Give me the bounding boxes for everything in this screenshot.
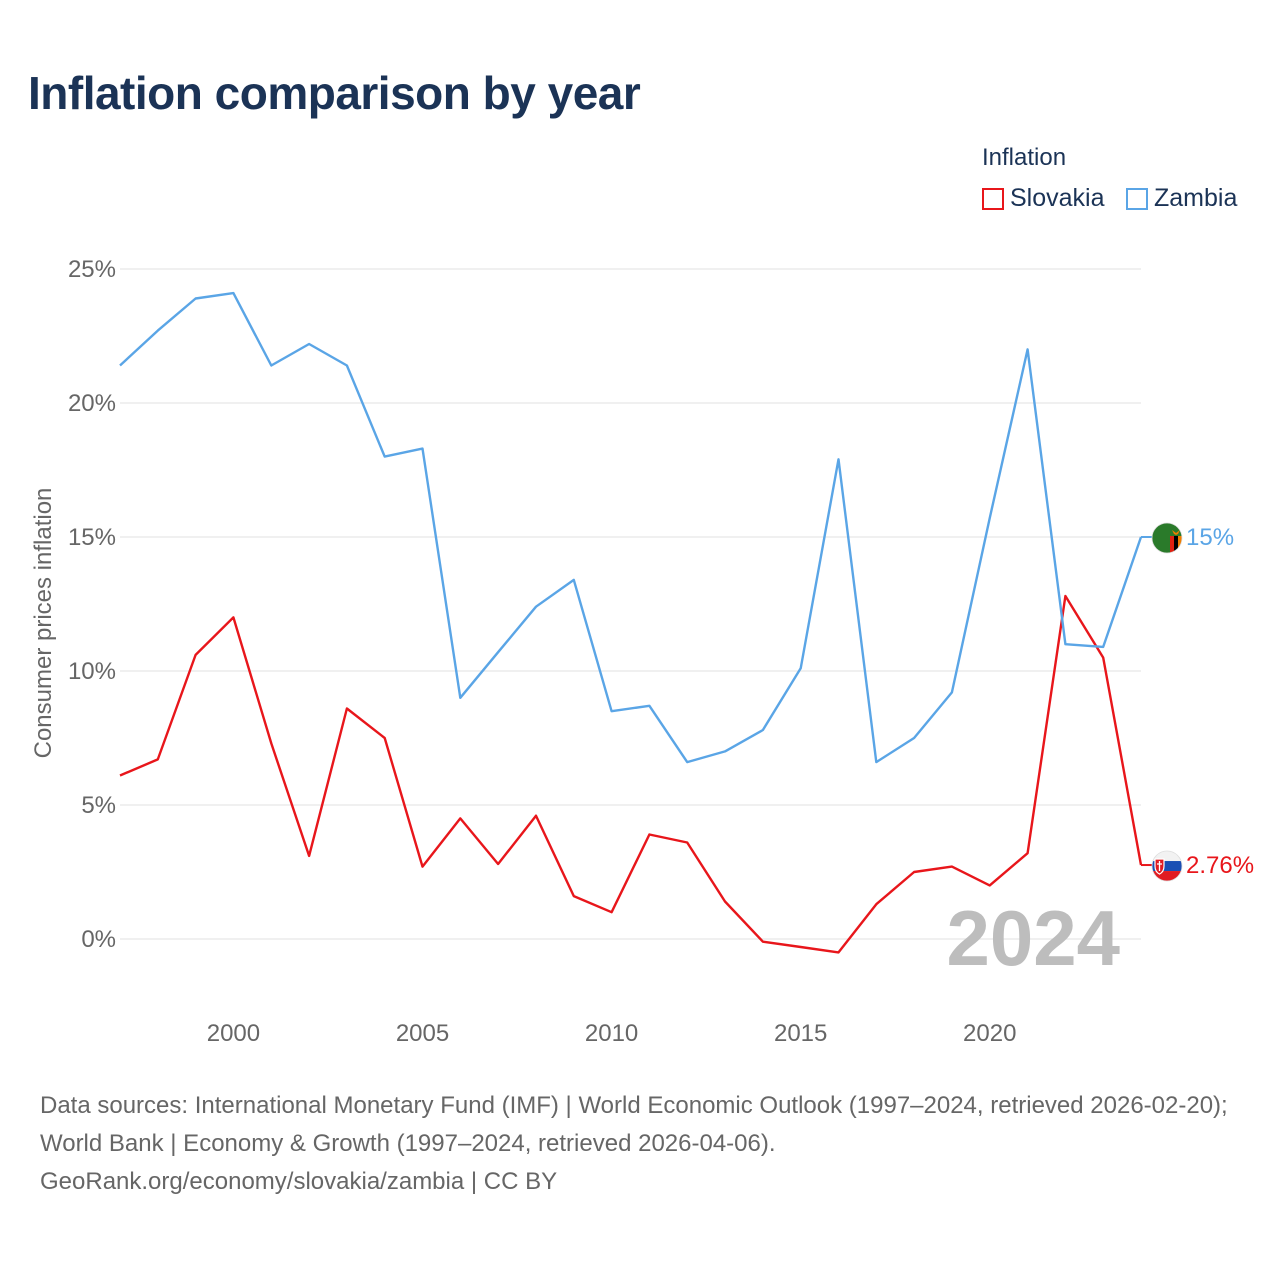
y-tick-label: 25% (68, 256, 116, 283)
chart-title: Inflation comparison by year (28, 67, 641, 119)
end-label-zambia: 15% (1186, 524, 1234, 551)
x-tick-label: 2005 (396, 1020, 449, 1047)
series-end-markers: 2.76% 15% (1141, 522, 1254, 882)
data-sources: Data sources: International Monetary Fun… (40, 1092, 1228, 1157)
x-tick-label: 2015 (774, 1020, 827, 1047)
series-line-zambia[interactable] (119, 291, 1143, 764)
year-watermark: 2024 (946, 894, 1120, 982)
credit-link[interactable]: GeoRank.org/economy/slovakia/zambia | CC… (40, 1168, 558, 1195)
line-chart: 0% 5% 10% 15% 20% 25% 2000 2005 2010 2015 2020 20… (30, 256, 1254, 1047)
end-label-slovakia: 2.76% (1186, 852, 1254, 879)
zambia-flag-icon (1152, 523, 1182, 553)
legend-item-zambia[interactable]: Zambia (1126, 184, 1237, 213)
y-tick-label: 5% (81, 792, 116, 819)
gridlines (120, 268, 1141, 940)
legend-label-zambia: Zambia (1154, 184, 1238, 212)
x-tick-label: 2020 (963, 1020, 1016, 1047)
x-tick-label: 2010 (585, 1020, 638, 1047)
x-tick-label: 2000 (207, 1020, 260, 1047)
flag-border (1151, 850, 1183, 882)
legend-label-slovakia: Slovakia (1010, 184, 1105, 212)
y-tick-label: 10% (68, 658, 116, 685)
y-axis-label: Consumer prices inflation (30, 488, 57, 759)
legend-item-slovakia[interactable]: Slovakia (982, 184, 1105, 213)
flag-border (1151, 522, 1183, 554)
y-tick-label: 15% (68, 524, 116, 551)
slovakia-flag-icon (1152, 851, 1182, 882)
y-tick-labels: 0% 5% 10% 15% 20% 25% (68, 256, 116, 953)
x-tick-labels: 2000 2005 2010 2015 2020 (207, 1020, 1017, 1047)
y-tick-label: 20% (68, 390, 116, 417)
y-tick-label: 0% (81, 926, 116, 953)
series-line-slovakia[interactable] (119, 594, 1143, 954)
footer: Data sources: International Monetary Fun… (40, 1087, 1250, 1201)
series-lines (119, 291, 1143, 954)
legend-swatch-zambia (1126, 187, 1148, 210)
legend-title: Inflation (982, 144, 1067, 171)
legend-swatch-slovakia (982, 187, 1004, 210)
